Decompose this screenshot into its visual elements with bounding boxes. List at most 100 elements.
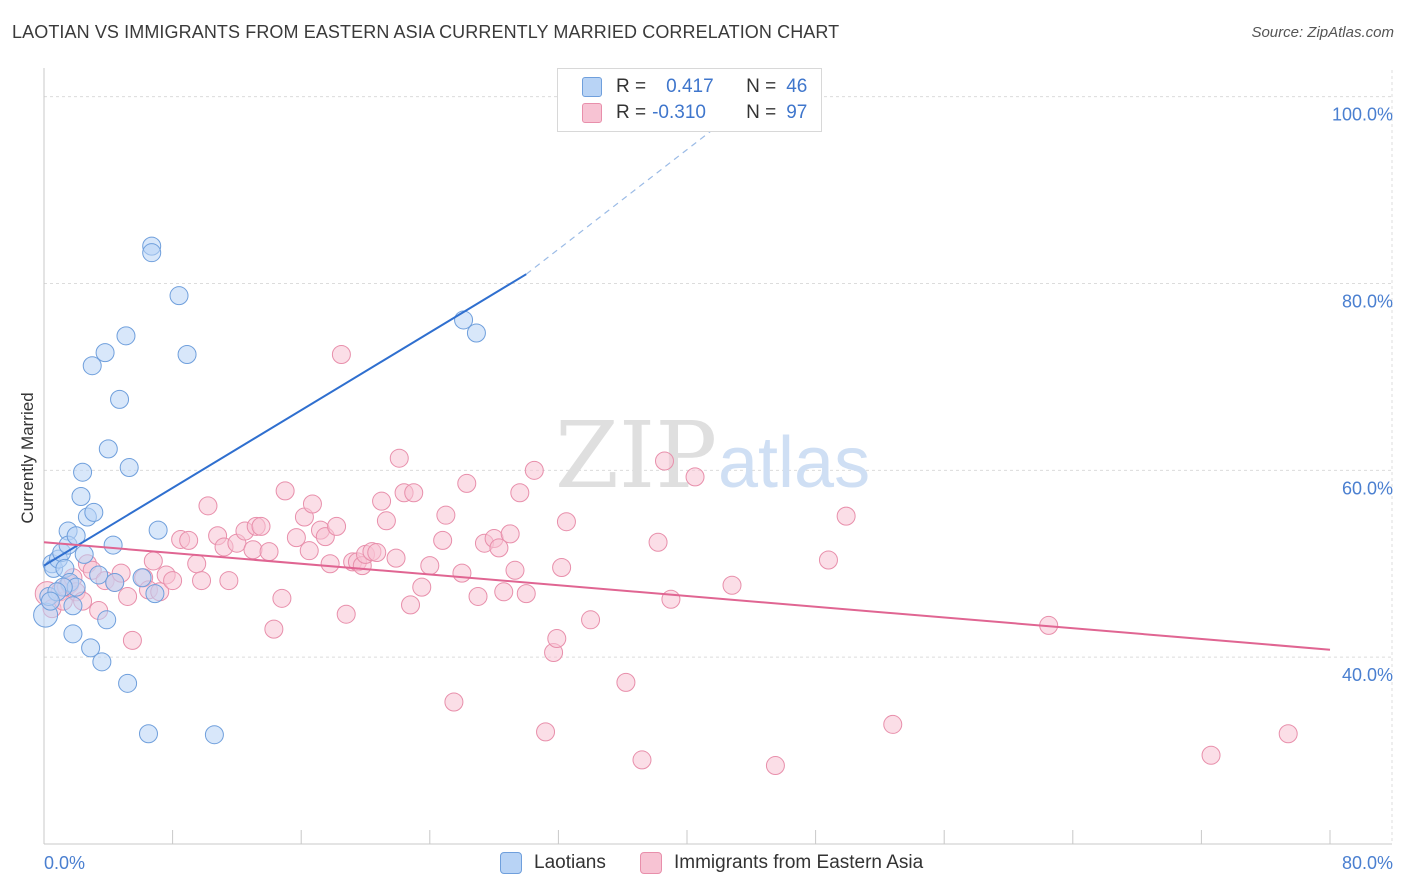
- legend-r-label: R =: [616, 76, 647, 97]
- immigrants-point: [632, 750, 652, 770]
- laotians-point: [105, 572, 125, 592]
- legend-row-laotians: R = 0.417 N = 46: [582, 75, 807, 99]
- y-tick-label: 80.0%: [1342, 292, 1393, 312]
- immigrants-point: [661, 589, 681, 609]
- immigrants-point: [500, 524, 520, 544]
- immigrants-point: [372, 491, 392, 511]
- legend-n-label: N =: [746, 76, 777, 97]
- laotians-point: [177, 345, 197, 365]
- laotians-point: [40, 591, 60, 611]
- laotians-point: [97, 610, 117, 630]
- immigrants-point: [299, 541, 319, 561]
- immigrants-point: [320, 554, 340, 574]
- legend-row-immigrants: R = -0.310 N = 97: [582, 101, 807, 125]
- watermark-atlas: atlas: [718, 423, 870, 503]
- immigrants-point: [452, 563, 472, 583]
- immigrants-point: [272, 588, 292, 608]
- laotians-point: [138, 724, 158, 744]
- legend-n-value: 46: [786, 76, 808, 97]
- correlation-legend: R = 0.417 N = 46 R = -0.310 N = 97: [557, 68, 822, 132]
- laotians-point: [63, 596, 83, 616]
- immigrants-point: [187, 554, 207, 574]
- immigrants-point: [468, 586, 488, 606]
- immigrants-point: [192, 571, 212, 591]
- laotians-point: [81, 638, 101, 658]
- immigrants-point: [616, 672, 636, 692]
- immigrants-point: [275, 481, 295, 501]
- immigrants-point: [547, 628, 567, 648]
- immigrants-point: [404, 483, 424, 503]
- legend-n-label: N =: [746, 102, 777, 123]
- legend-r-value: 0.417: [666, 76, 714, 97]
- immigrants-point: [552, 557, 572, 577]
- legend-swatch-pink: [640, 852, 662, 874]
- immigrants-point: [581, 610, 601, 630]
- immigrants-point: [648, 532, 668, 552]
- immigrants-point: [494, 582, 514, 602]
- immigrants-point: [327, 516, 347, 536]
- immigrants-point: [122, 630, 142, 650]
- laotians-point: [466, 323, 486, 343]
- immigrants-point: [376, 511, 396, 531]
- source-label: Source: ZipAtlas.com: [1251, 24, 1394, 41]
- immigrants-point: [386, 548, 406, 568]
- legend-swatch-pink: [582, 103, 602, 123]
- immigrants-point: [524, 460, 544, 480]
- series-legend: Laotians Immigrants from Eastern Asia: [0, 852, 1406, 878]
- y-tick-label: 100.0%: [1332, 105, 1393, 125]
- laotians-point: [169, 286, 189, 306]
- laotians-point: [82, 356, 102, 376]
- tick-labels: 40.0% 60.0% 80.0% 100.0% 0.0% 80.0%: [44, 105, 1393, 873]
- immigrants-point: [389, 448, 409, 468]
- y-tick-label: 60.0%: [1342, 478, 1393, 498]
- immigrants-point: [251, 516, 271, 536]
- laotians-point: [204, 725, 224, 745]
- watermark-zip: ZIP: [555, 402, 717, 509]
- laotians-point: [71, 486, 91, 506]
- laotians-point: [84, 502, 104, 522]
- immigrants-point: [331, 345, 351, 365]
- immigrants-point: [179, 530, 199, 550]
- laotians-point: [63, 624, 83, 644]
- legend-swatch-blue: [500, 852, 522, 874]
- legend-item-laotians: Laotians: [500, 852, 606, 874]
- laotians-point: [95, 343, 115, 363]
- immigrants-point: [264, 619, 284, 639]
- immigrants-point: [457, 473, 477, 493]
- legend-label-laotians: Laotians: [534, 852, 606, 873]
- laotians-point: [118, 673, 138, 693]
- immigrants-point: [436, 505, 456, 525]
- immigrants-point: [1278, 724, 1298, 744]
- laotians-point: [92, 652, 112, 672]
- immigrants-point: [510, 483, 530, 503]
- legend-label-immigrants: Immigrants from Eastern Asia: [674, 852, 924, 873]
- axes: [43, 68, 1392, 845]
- immigrants-point: [818, 550, 838, 570]
- trend-lines: [43, 86, 1331, 651]
- immigrants-point: [836, 506, 856, 526]
- laotians-point: [73, 462, 93, 482]
- immigrants-point: [143, 551, 163, 571]
- watermark: ZIP atlas: [555, 402, 870, 509]
- legend-item-immigrants: Immigrants from Eastern Asia: [640, 852, 923, 874]
- gridlines: [44, 70, 1393, 844]
- laotians-point: [74, 544, 94, 564]
- immigrants-point: [219, 571, 239, 591]
- immigrants-point: [367, 543, 387, 563]
- immigrants-point: [336, 604, 356, 624]
- immigrants-point: [883, 714, 903, 734]
- immigrants-point: [556, 512, 576, 532]
- immigrants-point: [259, 542, 279, 562]
- immigrants-point: [420, 556, 440, 576]
- immigrants-point: [505, 560, 525, 580]
- immigrants-point: [163, 571, 183, 591]
- laotians-point: [145, 584, 165, 604]
- laotians-point: [132, 568, 152, 588]
- immigrants-point: [302, 494, 322, 514]
- legend-n-value: 97: [786, 102, 808, 123]
- y-tick-label: 40.0%: [1342, 665, 1393, 685]
- laotians-point: [89, 565, 109, 585]
- immigrants-point: [444, 692, 464, 712]
- laotians-point: [148, 520, 168, 540]
- laotians-point: [142, 243, 162, 263]
